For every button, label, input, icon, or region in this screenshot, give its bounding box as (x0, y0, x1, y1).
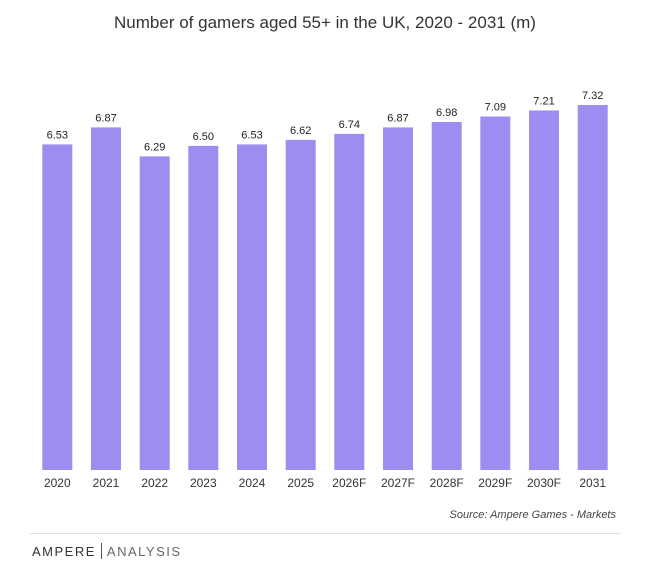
x-tick-label-2022: 2022 (141, 476, 168, 490)
value-label-2027F: 6.87 (387, 112, 408, 124)
value-label-2025: 6.62 (290, 125, 311, 137)
x-tick-label-2023: 2023 (190, 476, 217, 490)
x-tick-labels-group: 2020 2021 2022 2023 2024 2025 2026F 2027F 2028F 2… (44, 476, 606, 490)
bar-2026F (334, 133, 365, 470)
value-labels-group: 6.53 6.87 6.29 6.50 6.53 6.62 6.74 6.87 6.98 7.09… (47, 90, 604, 153)
bar-2024 (237, 144, 267, 470)
brand-logo: AMPERE ANALYSIS (32, 543, 182, 559)
x-tick-label-2030F: 2030F (527, 476, 561, 490)
bar-2022 (139, 156, 170, 470)
bar-2025 (285, 139, 316, 470)
bar-2021 (91, 127, 121, 471)
value-label-2030F: 7.21 (533, 96, 554, 108)
value-label-2028F: 6.98 (436, 107, 457, 119)
source-note: Source: Ampere Games - Markets (449, 509, 616, 521)
bar-2023 (188, 145, 219, 470)
value-label-2026F: 6.74 (339, 119, 360, 131)
brand-secondary: ANALYSIS (106, 543, 182, 559)
x-tick-label-2020: 2020 (44, 476, 71, 490)
value-label-2020: 6.53 (47, 129, 68, 141)
bar-2020 (42, 144, 73, 470)
x-tick-label-2027F: 2027F (381, 476, 415, 490)
value-label-2024: 6.53 (241, 129, 262, 141)
x-tick-label-2026F: 2026F (332, 476, 366, 490)
bar-2027F (383, 127, 413, 471)
bar-2028F (431, 122, 462, 470)
value-label-2022: 6.29 (144, 141, 165, 153)
x-tick-label-2028F: 2028F (430, 476, 464, 490)
brand-primary: AMPERE (32, 543, 96, 559)
value-label-2021: 6.87 (95, 112, 116, 124)
x-tick-label-2029F: 2029F (478, 476, 512, 490)
bar-2031 (577, 105, 608, 470)
footer-divider (30, 533, 620, 534)
brand-separator (100, 543, 102, 559)
value-label-2029F: 7.09 (485, 102, 506, 114)
value-label-2031: 7.32 (582, 90, 603, 102)
x-tick-label-2021: 2021 (93, 476, 120, 490)
chart-title: Number of gamers aged 55+ in the UK, 202… (114, 13, 536, 32)
x-tick-label-2025: 2025 (287, 476, 314, 490)
bar-2029F (480, 116, 511, 470)
x-tick-label-2031: 2031 (579, 476, 606, 490)
value-label-2023: 6.50 (193, 131, 214, 143)
bar-2030F (529, 110, 559, 470)
x-tick-label-2024: 2024 (239, 476, 266, 490)
bars-group (42, 105, 608, 471)
